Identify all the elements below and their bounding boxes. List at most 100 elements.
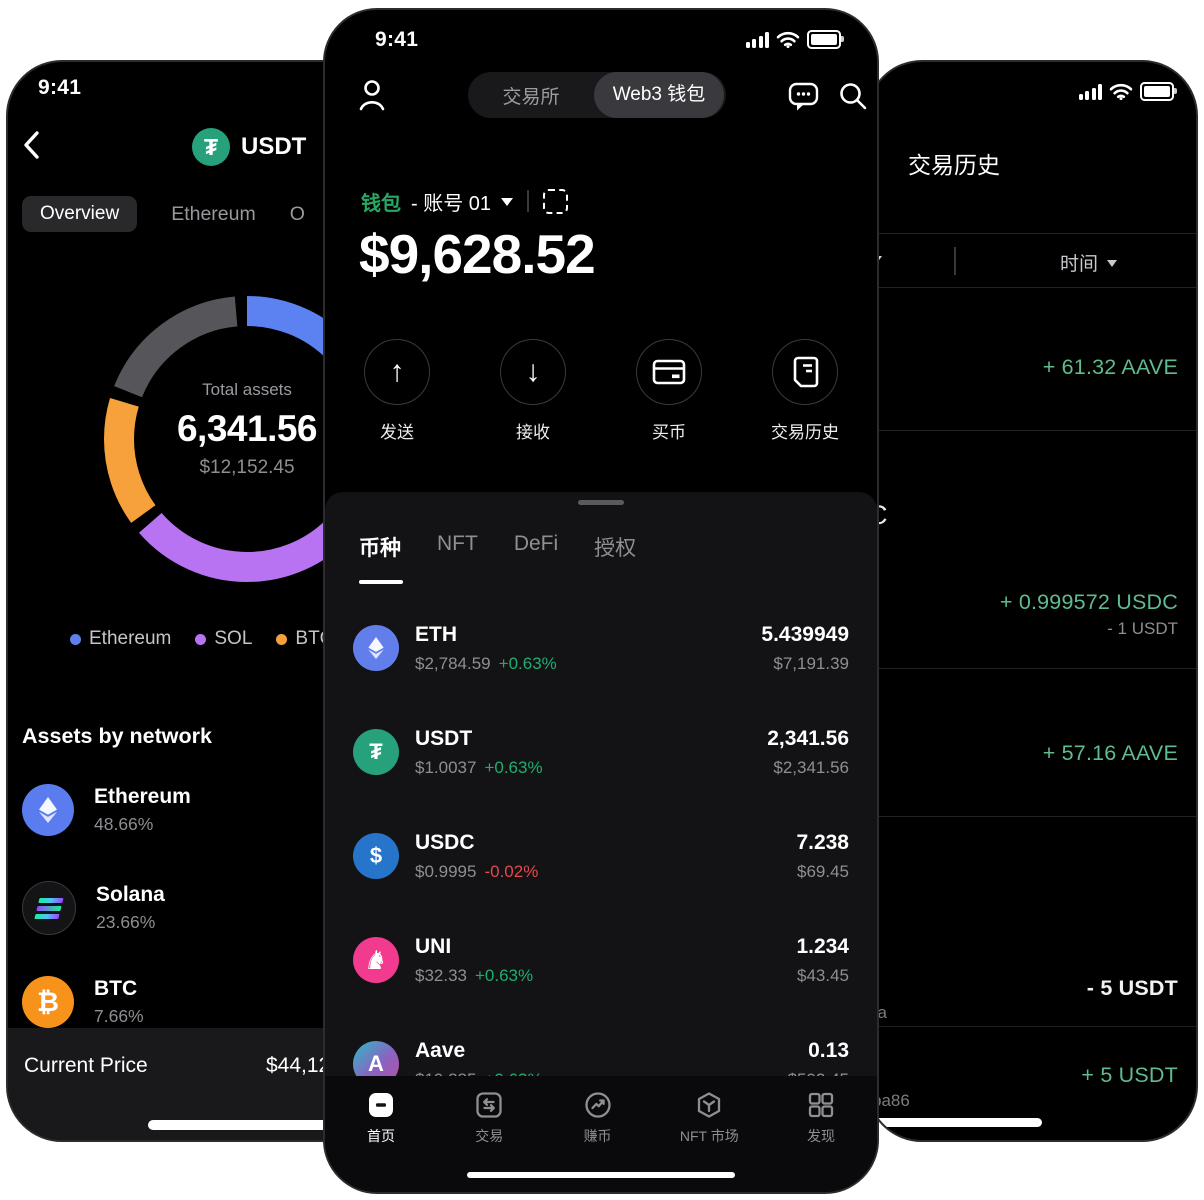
coin-change: +0.63% [475,965,534,985]
coin-title: USDT [241,133,307,160]
asset-row-ethereum[interactable]: Ethereum 48.66% [22,784,442,836]
coin-value: $7,191.39 [773,653,849,673]
profile-icon[interactable] [355,76,389,114]
battery-icon [807,30,844,49]
action-label: 接收 [516,423,550,442]
nav-label: 首页 [367,1128,395,1144]
nav-label: 交易 [475,1128,504,1144]
left-tabs: Overview Ethereum O [22,196,305,232]
coin-row-usdt[interactable]: ₮ USDT $1.0037 +0.63% 2,341.56 $2,341.56 [325,700,877,804]
send-button[interactable]: ↑ 发送 [349,339,445,443]
legend-label: Ethereum [89,628,172,649]
discover-icon [808,1092,834,1118]
divider [868,233,1196,234]
tab-defi[interactable]: DeFi [513,532,559,555]
receive-button[interactable]: ↓ 接收 [485,339,581,443]
tab-nft[interactable]: NFT [437,532,478,555]
tab-ethereum[interactable]: Ethereum [171,202,256,225]
scan-icon[interactable] [543,188,569,214]
txn-amount[interactable]: + 0.999572 USDC [999,590,1178,614]
tab-web3-wallet[interactable]: Web3 钱包 [594,72,724,118]
nav-nft-market[interactable]: NFT 市场 [680,1091,739,1192]
nav-earn[interactable]: 赚币 [572,1091,624,1192]
wifi-icon [1109,83,1133,100]
wifi-icon [776,31,800,48]
drag-handle[interactable] [578,500,624,505]
total-assets-value: 6,341.56 [176,408,318,449]
coin-amount: 0.13 [808,1038,849,1062]
right-status-icons [1078,82,1177,101]
txn-amount[interactable]: + 5 USDT [1081,1063,1178,1087]
time-filter[interactable]: 时间 [1060,249,1118,276]
nav-label: NFT 市场 [679,1128,739,1144]
assets-sheet: 币种 NFT DeFi 授权 ETH $2,784.59 +0.63% 5.439 [325,492,877,1192]
nav-home[interactable]: 首页 [355,1091,407,1192]
asset-percent: 23.66% [96,912,156,932]
account-label: - 账号 01 [411,192,492,215]
right-home-indicator[interactable] [870,1118,1042,1127]
left-home-indicator[interactable] [148,1120,488,1130]
history-button[interactable]: 交易历史 [757,339,853,443]
coin-row-usdc[interactable]: $ USDC $0.9995 -0.02% 7.238 $69.45 [325,804,877,908]
nav-discover[interactable]: 发现 [795,1091,847,1192]
solana-icon [22,881,76,935]
asset-row-solana[interactable]: Solana 23.66% [22,881,442,935]
account-selector[interactable]: 钱包 - 账号 01 [361,186,569,216]
tab-coins[interactable]: 币种 [359,537,401,560]
center-phone: 9:41 交易所 Web3 钱包 钱包 - 账号 01 $9,628.52 [323,8,879,1194]
txn-amount[interactable]: + 61.32 AAVE [1042,355,1178,379]
trade-icon [476,1092,502,1118]
time-filter-label: 时间 [1060,254,1099,275]
coin-change: +0.63% [484,757,543,777]
coin-price: $2,784.59 [415,653,491,673]
tab-approvals[interactable]: 授权 [594,537,637,560]
back-icon[interactable] [22,130,42,160]
arrow-up-icon: ↑ [389,355,405,388]
buy-crypto-button[interactable]: 买币 [621,339,717,443]
chart-legend: Ethereum SOL BTC [70,628,333,650]
action-label: 买币 [652,423,686,442]
coin-price: $1.0037 [415,757,477,777]
asset-percent: 7.66% [94,1006,144,1026]
home-icon [369,1093,393,1117]
signal-icon [745,31,769,48]
filter-divider [954,247,956,275]
active-tab-underline [359,580,403,584]
btc-icon: ₿ [22,976,74,1028]
center-home-indicator[interactable] [467,1172,735,1178]
coin-symbol: Aave [415,1038,466,1062]
divider [527,190,530,212]
asset-row-btc[interactable]: ₿ BTC 7.66% [22,976,442,1028]
action-label: 交易历史 [771,423,839,442]
chat-icon[interactable] [787,80,820,114]
search-icon[interactable] [837,80,869,112]
nav-trade[interactable]: 交易 [463,1091,515,1192]
divider [868,668,1196,669]
tab-overview[interactable]: Overview [22,196,138,232]
legend-item-sol: SOL [195,628,252,650]
legend-dot-ethereum [70,633,81,645]
txn-amount[interactable]: + 57.16 AAVE [1042,741,1178,765]
txn-amount[interactable]: - 5 USDT [1086,976,1178,1000]
asset-name: Solana [96,883,165,906]
left-status-time: 9:41 [38,76,82,99]
tab-third-fragment[interactable]: O [289,202,305,225]
txn-left-fragment: ba86 [872,1091,910,1110]
chevron-down-icon [501,198,514,206]
asset-name: Ethereum [94,785,191,808]
bank-card-icon [652,359,686,385]
coin-change: -0.02% [484,861,539,881]
tab-exchange[interactable]: 交易所 [502,86,560,108]
wallet-label: 钱包 [361,192,401,215]
right-phone: 交易历史 时间 ） + 61.32 AAVE C + 0.999572 USDC… [866,60,1198,1142]
coin-value: $43.45 [797,965,849,985]
triangle-down-icon [1107,259,1118,267]
center-status-icons [745,30,844,49]
coin-row-eth[interactable]: ETH $2,784.59 +0.63% 5.439949 $7,191.39 [325,596,877,700]
coin-header: ₮ USDT [192,128,306,166]
divider [868,430,1196,431]
coin-row-uni[interactable]: ♞ UNI $32.33 +0.63% 1.234 $43.45 [325,908,877,1012]
center-status-time: 9:41 [375,28,419,51]
legend-label: SOL [214,628,253,649]
